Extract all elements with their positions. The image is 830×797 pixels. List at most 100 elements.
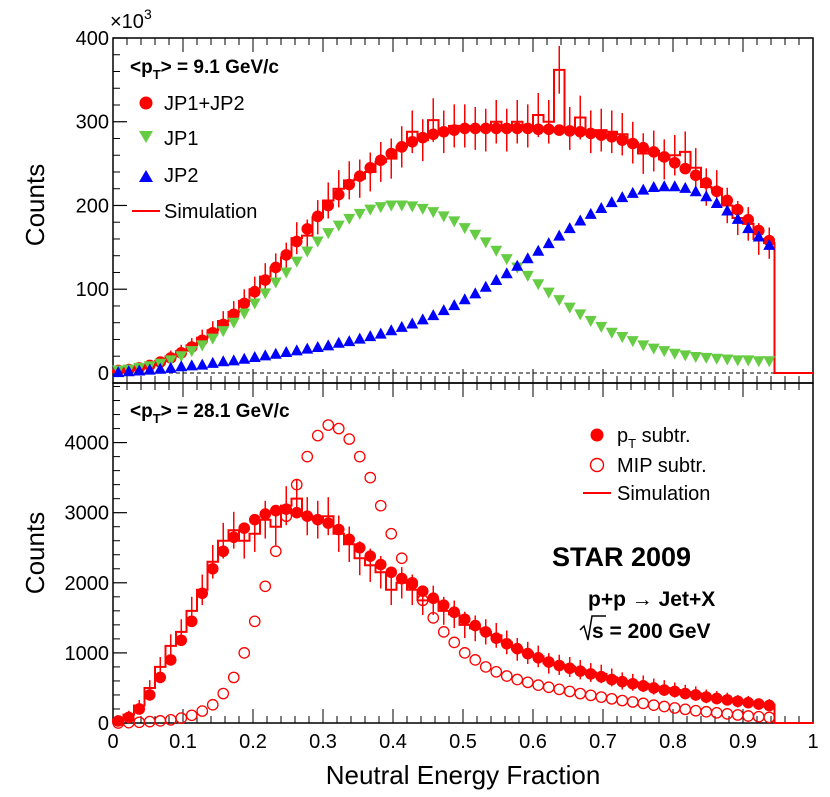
pt-subtr-point xyxy=(605,673,618,686)
jp1-point xyxy=(343,213,356,225)
jp2-point xyxy=(511,259,524,271)
mip-subtr-point xyxy=(490,665,503,678)
jp1jp2-point xyxy=(238,297,251,310)
pt-subtr-point xyxy=(542,656,555,668)
jp1-point xyxy=(490,245,503,257)
jp1jp2-point xyxy=(626,137,639,150)
pt-subtr-point xyxy=(154,671,167,684)
jp2-point xyxy=(374,327,387,339)
jp1jp2-point xyxy=(595,129,608,141)
jp2-point xyxy=(763,238,776,250)
jp1-point xyxy=(721,354,734,366)
bottom-axes: 0 1000 2000 3000 4000 0 0.1 0.2 0.3 0.4 0.5 0.6 0.7 0… xyxy=(65,383,819,753)
mip-subtr-point xyxy=(175,712,188,724)
pt-subtr-point xyxy=(721,694,734,706)
jp2-point xyxy=(521,252,534,264)
pt-subtr-point xyxy=(364,550,377,562)
jp2-point xyxy=(427,309,440,321)
mip-subtr-point xyxy=(700,705,713,718)
mip-subtr-point xyxy=(406,576,419,589)
jp1jp2-point xyxy=(248,285,261,298)
jp1-point xyxy=(626,336,639,348)
mip-subtr-point xyxy=(616,694,629,707)
jp1jp2-point xyxy=(574,125,587,138)
jp1jp2-point xyxy=(616,134,629,146)
jp2-point xyxy=(605,196,618,208)
mip-subtr-point xyxy=(332,422,345,435)
jp1-point xyxy=(164,355,177,367)
jp1jp2-point xyxy=(280,249,293,261)
jp1jp2-point xyxy=(605,131,618,143)
mip-subtr-point xyxy=(301,450,314,463)
jp1-point xyxy=(175,351,188,363)
jp1jp2-point xyxy=(647,146,660,158)
mip-subtr-point xyxy=(448,636,461,649)
pt-subtr-point xyxy=(521,647,534,660)
jp2-point xyxy=(385,324,398,336)
pt-subtr-point xyxy=(500,637,513,650)
mip-subtr-point xyxy=(206,698,219,711)
pt-subtr-point xyxy=(752,698,765,710)
jp2-point xyxy=(542,237,555,249)
energy-label: s = 200 GeV xyxy=(592,620,711,643)
x-tick-label: 0.7 xyxy=(589,731,617,753)
jp2-point xyxy=(364,330,377,342)
jp1-point xyxy=(637,340,650,352)
jp2-point xyxy=(301,342,314,354)
mip-subtr-point xyxy=(427,611,440,624)
jp2-point xyxy=(280,346,293,358)
jp1jp2-point xyxy=(700,177,713,189)
jp1jp2-point xyxy=(395,141,408,153)
pt-subtr-point xyxy=(332,523,345,536)
jp2-point xyxy=(332,336,345,348)
jp1-point xyxy=(332,220,345,232)
jp2-point xyxy=(175,360,188,372)
pt-subtr-point xyxy=(679,687,692,700)
jp2-point xyxy=(553,229,566,241)
jp1-point xyxy=(448,216,461,228)
jp1-point xyxy=(406,201,419,213)
pt-subtr-point xyxy=(374,558,387,571)
mip-subtr-point xyxy=(521,676,534,689)
legend-label-mip-subtr: MIP subtr. xyxy=(617,455,707,477)
jp1-point xyxy=(206,333,219,345)
pt-subtr-point xyxy=(290,506,303,519)
jp1jp2-point xyxy=(385,147,398,160)
jp2-point xyxy=(206,356,219,368)
mip-subtr-point xyxy=(238,647,251,659)
jp1-point xyxy=(584,316,597,328)
jp1-point xyxy=(658,346,671,358)
jp1jp2-point xyxy=(353,170,366,182)
mip-subtr-point xyxy=(742,710,755,722)
jp1jp2-point xyxy=(259,274,272,286)
jp1jp2-point xyxy=(416,131,429,144)
pt-subtr-point xyxy=(385,566,398,579)
jp2-point xyxy=(290,344,303,356)
jp1jp2-point xyxy=(584,127,597,140)
jp1jp2-point xyxy=(343,178,356,191)
pt-subtr-point xyxy=(185,615,198,628)
mip-subtr-point xyxy=(154,715,167,727)
pt-subtr-point xyxy=(301,510,314,522)
jp1jp2-point xyxy=(364,161,377,174)
pt-subtr-point xyxy=(763,699,776,712)
pt-subtr-point xyxy=(553,659,566,672)
jp1-point xyxy=(532,279,545,291)
pt-subtr-point xyxy=(479,626,492,638)
pt-subtr-point xyxy=(206,562,219,575)
pt-subtr-point xyxy=(700,691,713,703)
jp2-point xyxy=(500,267,513,279)
legend-label-jp2: JP2 xyxy=(164,165,198,187)
legend-label-jp1jp2: JP1+JP2 xyxy=(164,93,245,115)
process-label: p+p → Jet+X xyxy=(588,588,715,611)
jp1jp2-point xyxy=(269,261,282,274)
jp2-point xyxy=(637,183,650,195)
legend-marker-pt-subtr xyxy=(590,428,604,442)
x-tick-label: 0.3 xyxy=(309,731,337,753)
jp2-point xyxy=(448,299,461,311)
mip-subtr-point xyxy=(259,580,272,593)
legend-marker-mip-subtr xyxy=(589,457,605,473)
pt-subtr-point xyxy=(563,662,576,675)
sqrt-symbol xyxy=(579,615,606,641)
mip-subtr-point xyxy=(731,709,744,721)
